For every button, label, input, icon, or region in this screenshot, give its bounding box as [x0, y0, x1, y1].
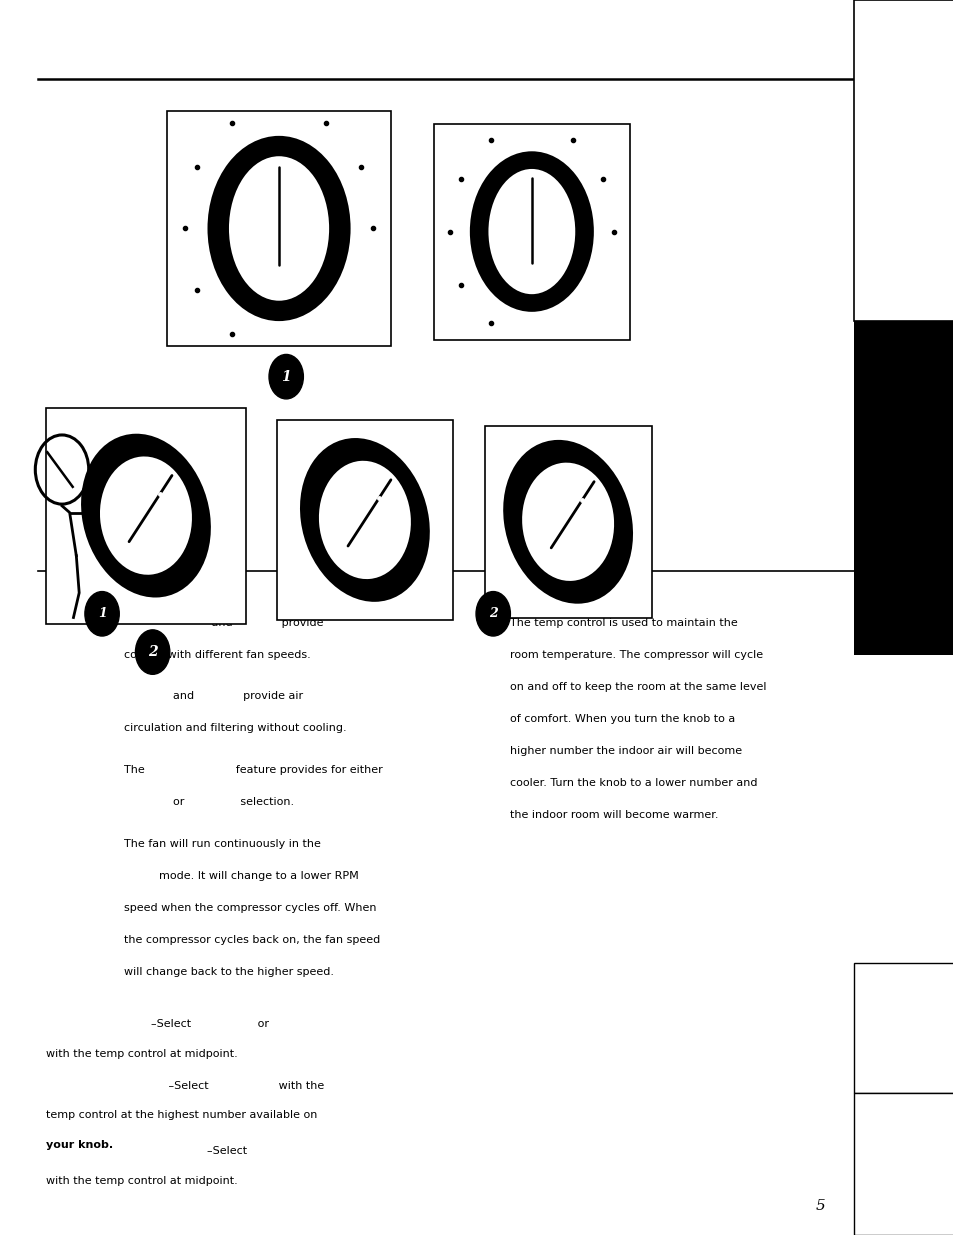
- Text: The                          feature provides for either: The feature provides for either: [124, 766, 382, 776]
- Text: 1: 1: [281, 369, 291, 384]
- Text: the compressor cycles back on, the fan speed: the compressor cycles back on, the fan s…: [124, 935, 380, 945]
- FancyBboxPatch shape: [276, 420, 453, 620]
- Text: the indoor room will become warmer.: the indoor room will become warmer.: [510, 810, 719, 820]
- Text: and              provide air: and provide air: [124, 692, 303, 701]
- Ellipse shape: [208, 136, 350, 321]
- Ellipse shape: [299, 438, 430, 601]
- FancyBboxPatch shape: [853, 963, 953, 1093]
- Ellipse shape: [488, 169, 575, 294]
- Text: The fan will run continuously in the: The fan will run continuously in the: [124, 839, 320, 848]
- FancyBboxPatch shape: [853, 1093, 953, 1235]
- Circle shape: [135, 630, 170, 674]
- Text: 1: 1: [97, 608, 107, 620]
- Ellipse shape: [521, 463, 614, 580]
- Circle shape: [476, 592, 510, 636]
- Text: 2: 2: [148, 645, 157, 659]
- Text: on and off to keep the room at the same level: on and off to keep the room at the same …: [510, 682, 766, 692]
- Text: mode. It will change to a lower RPM: mode. It will change to a lower RPM: [124, 871, 358, 881]
- Text: temp control at the highest number available on: temp control at the highest number avail…: [46, 1110, 316, 1120]
- Text: 5: 5: [815, 1199, 824, 1213]
- FancyBboxPatch shape: [853, 655, 953, 963]
- Text: will change back to the higher speed.: will change back to the higher speed.: [124, 967, 334, 977]
- Text: 2: 2: [488, 608, 497, 620]
- Ellipse shape: [81, 433, 211, 598]
- Ellipse shape: [318, 461, 411, 579]
- Text: circulation and filtering without cooling.: circulation and filtering without coolin…: [124, 724, 346, 734]
- Ellipse shape: [469, 151, 593, 312]
- FancyBboxPatch shape: [853, 0, 953, 321]
- Text: or                selection.: or selection.: [124, 798, 294, 808]
- FancyBboxPatch shape: [434, 124, 629, 340]
- Ellipse shape: [229, 157, 329, 301]
- Text: of comfort. When you turn the knob to a: of comfort. When you turn the knob to a: [510, 714, 735, 724]
- Text: –Select                   or: –Select or: [46, 1019, 269, 1029]
- FancyBboxPatch shape: [167, 111, 391, 346]
- Text: your knob.: your knob.: [46, 1140, 112, 1150]
- Text: with the temp control at midpoint.: with the temp control at midpoint.: [46, 1176, 237, 1186]
- Circle shape: [85, 592, 119, 636]
- Ellipse shape: [100, 457, 192, 574]
- Text: cooler. Turn the knob to a lower number and: cooler. Turn the knob to a lower number …: [510, 778, 757, 788]
- Text: The temp control is used to maintain the: The temp control is used to maintain the: [510, 618, 738, 627]
- Text: –Select                    with the: –Select with the: [46, 1081, 324, 1091]
- Text: with the temp control at midpoint.: with the temp control at midpoint.: [46, 1049, 237, 1058]
- FancyBboxPatch shape: [46, 408, 246, 624]
- Text: speed when the compressor cycles off. When: speed when the compressor cycles off. Wh…: [124, 903, 376, 913]
- Ellipse shape: [502, 440, 633, 604]
- FancyBboxPatch shape: [853, 321, 953, 655]
- Text: and              provide: and provide: [124, 618, 323, 627]
- Text: higher number the indoor air will become: higher number the indoor air will become: [510, 746, 741, 756]
- Text: cooling with different fan speeds.: cooling with different fan speeds.: [124, 650, 311, 659]
- FancyBboxPatch shape: [484, 426, 651, 618]
- Text: room temperature. The compressor will cycle: room temperature. The compressor will cy…: [510, 650, 762, 659]
- Circle shape: [269, 354, 303, 399]
- Text: –Select: –Select: [46, 1146, 247, 1156]
